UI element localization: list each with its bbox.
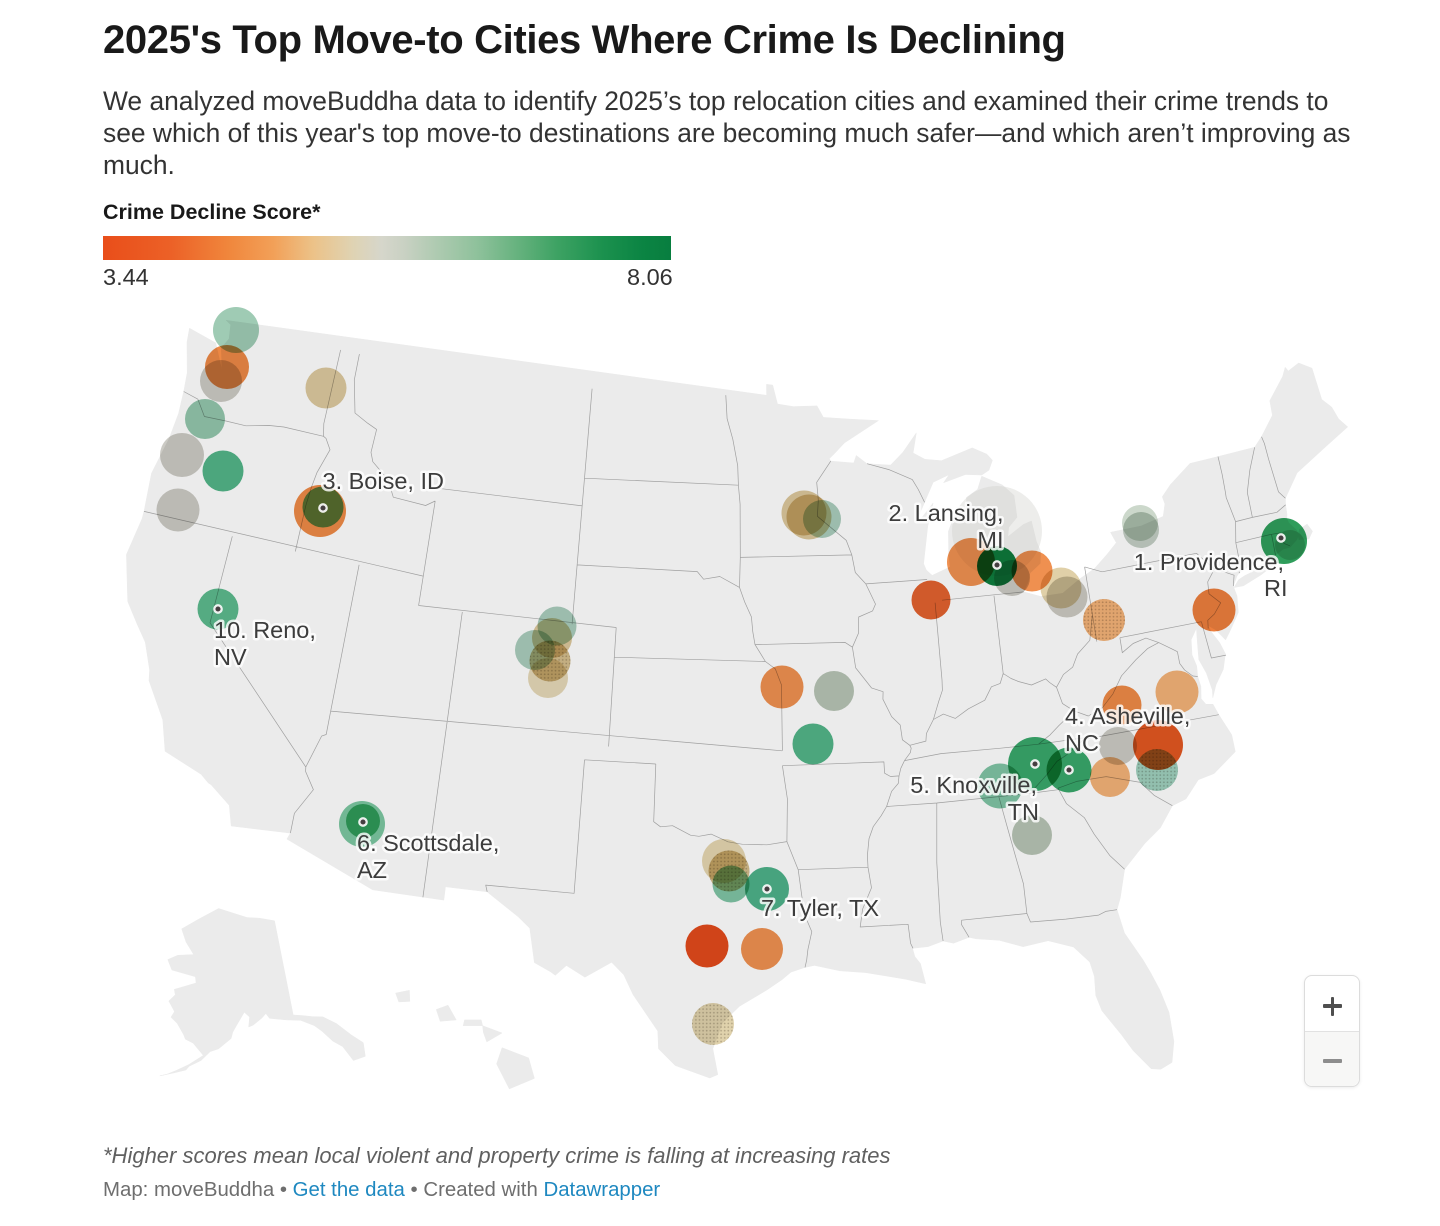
svg-text:2. Lansing,: 2. Lansing, — [889, 500, 1004, 526]
svg-text:5. Knoxville,: 5. Knoxville, — [910, 772, 1037, 798]
svg-text:3. Boise, ID: 3. Boise, ID — [323, 468, 444, 494]
svg-text:RI: RI — [1264, 575, 1288, 601]
svg-text:7. Tyler, TX: 7. Tyler, TX — [761, 895, 879, 921]
svg-text:1. Providence,: 1. Providence, — [1134, 549, 1284, 575]
svg-text:4. Asheville,: 4. Asheville, — [1065, 703, 1190, 729]
svg-text:NV: NV — [214, 644, 247, 670]
svg-text:10. Reno,: 10. Reno, — [214, 617, 316, 643]
svg-text:NV: NV — [214, 644, 247, 670]
svg-text:MI: MI — [977, 527, 1003, 553]
svg-text:TN: TN — [1008, 799, 1039, 825]
svg-text:5. Knoxville,: 5. Knoxville, — [910, 772, 1037, 798]
svg-text:7. Tyler, TX: 7. Tyler, TX — [761, 895, 879, 921]
svg-text:6. Scottsdale,: 6. Scottsdale, — [357, 830, 499, 856]
svg-text:MI: MI — [977, 527, 1003, 553]
svg-text:4. Asheville,: 4. Asheville, — [1065, 703, 1190, 729]
svg-text:6. Scottsdale,: 6. Scottsdale, — [357, 830, 499, 856]
svg-text:NC: NC — [1065, 730, 1099, 756]
svg-text:1. Providence,: 1. Providence, — [1134, 549, 1284, 575]
svg-text:10. Reno,: 10. Reno, — [214, 617, 316, 643]
svg-text:RI: RI — [1264, 575, 1288, 601]
svg-text:AZ: AZ — [357, 857, 387, 883]
svg-text:AZ: AZ — [357, 857, 387, 883]
svg-text:2. Lansing,: 2. Lansing, — [889, 500, 1004, 526]
svg-text:TN: TN — [1008, 799, 1039, 825]
svg-text:NC: NC — [1065, 730, 1099, 756]
svg-text:3. Boise, ID: 3. Boise, ID — [323, 468, 444, 494]
